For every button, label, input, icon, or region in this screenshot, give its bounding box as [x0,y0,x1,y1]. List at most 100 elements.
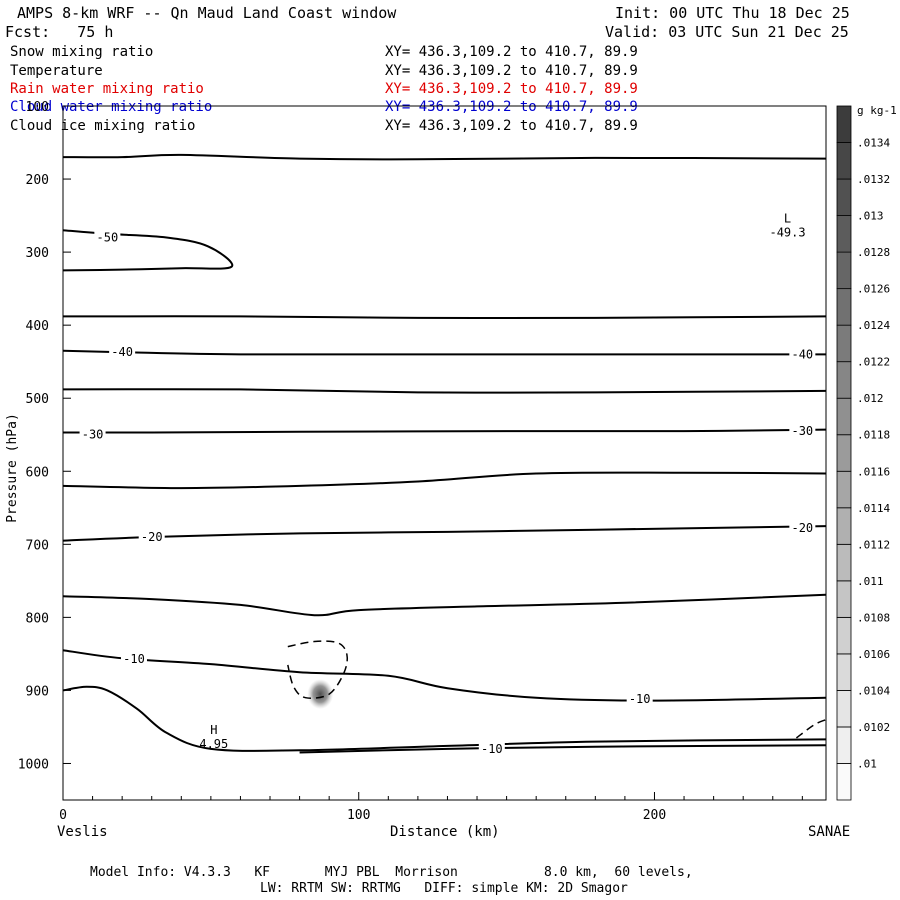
isotherm-line [62,593,827,617]
colorbar-swatch [836,288,852,326]
isotherm-line [62,229,234,272]
x-tick-label: 0 [59,808,67,823]
colorbar-label: .0108 [857,611,890,624]
contour-label: -10 [629,692,651,706]
y-tick-label: 300 [26,246,49,261]
x-endpoint-left: Veslis [57,824,108,840]
forecast-hour: Fcst: 75 h [5,23,114,41]
colorbar-swatch [836,324,852,363]
contour-label: -40 [111,345,133,359]
colorbar-swatch [836,142,852,180]
valid-time: Valid: 03 UTC Sun 21 Dec 25 [605,23,849,41]
field-xy: XY= 436.3,109.2 to 410.7, 89.9 [385,63,638,79]
colorbar-swatch [836,763,852,801]
field-name: Cloud water mixing ratio [10,99,213,115]
contour-label-bg [79,427,106,441]
colorbar-label: .0134 [857,137,890,150]
extremum-marker: H [210,723,217,737]
field-name: Temperature [10,63,103,79]
isotherm-line [62,388,827,394]
colorbar-label: .0122 [857,356,890,369]
chart-title: AMPS 8-km WRF -- Qn Maud Land Coast wind… [17,4,397,22]
colorbar-swatch [836,251,852,290]
contour-label: -20 [141,530,163,544]
contour-label-bg [789,424,816,438]
isotherm-line [62,153,827,161]
colorbar-label: .0106 [857,648,890,661]
colorbar-label: .0102 [857,721,890,734]
colorbar-swatch [836,434,852,472]
isotherm-line [62,649,827,702]
dashed-contour [795,718,827,739]
y-tick-label: 100 [26,100,49,115]
field-name: Cloud ice mixing ratio [10,118,196,134]
field-xy: XY= 436.3,109.2 to 410.7, 89.9 [385,44,638,60]
contour-label: -10 [123,652,145,666]
model-info-line-2: LW: RRTM SW: RRTMG DIFF: simple KM: 2D S… [260,881,628,896]
colorbar-label: .0116 [857,465,890,478]
colorbar-swatch [836,215,852,253]
contour-label-bg [789,347,816,361]
y-tick-label: 900 [26,684,49,699]
colorbar-label: .0128 [857,246,890,259]
colorbar-swatch [836,690,852,728]
contour-label: -20 [791,521,813,535]
colorbar-label: .011 [857,575,884,588]
isotherm-line [62,315,827,320]
field-xy: XY= 436.3,109.2 to 410.7, 89.9 [385,99,638,115]
colorbar-label: .013 [857,210,884,223]
colorbar-label: .01 [857,757,877,770]
y-tick-label: 700 [26,538,49,553]
colorbar-swatch [836,543,852,582]
isotherm-line [62,428,827,434]
contour-label-bg [138,530,165,544]
x-tick-label: 100 [347,808,370,823]
extremum-value: 4.95 [199,737,228,751]
colorbar-swatch [836,580,852,618]
field-xy: XY= 436.3,109.2 to 410.7, 89.9 [385,81,638,97]
dashed-contour [287,640,349,699]
contour-label: -50 [97,230,119,244]
colorbar-label: .0112 [857,538,890,551]
colorbar-swatch [836,361,852,399]
contour-label-bg [94,230,121,244]
init-time: Init: 00 UTC Thu 18 Dec 25 [615,4,850,22]
contour-label-bg [120,652,147,666]
contour-label-bg [789,521,816,535]
colorbar-swatch [836,507,852,545]
isotherm-line [62,525,827,542]
colorbar-swatch [836,105,852,143]
extremum-value: -49.3 [769,226,805,240]
colorbar-swatch [836,726,852,764]
extremum-marker: L [784,212,791,226]
y-tick-label: 600 [26,465,49,480]
colorbar-swatch [836,616,852,655]
y-tick-label: 400 [26,319,49,334]
colorbar-swatch [836,178,852,216]
isotherm-line [62,471,827,490]
y-tick-label: 800 [26,611,49,626]
shaded-mixing-ratio-blob [307,679,334,710]
y-tick-label: 200 [26,173,49,188]
field-xy: XY= 436.3,109.2 to 410.7, 89.9 [385,118,638,134]
colorbar-unit: g kg-1 [857,104,897,117]
contour-label: -10 [481,742,503,756]
colorbar-label: .0114 [857,502,890,515]
contour-label: -30 [791,424,813,438]
y-tick-label: 500 [26,392,49,407]
colorbar-swatch [836,470,852,509]
colorbar-swatch [836,653,852,691]
contour-label: -40 [791,347,813,361]
colorbar-swatch [836,397,852,436]
isotherm-line [62,685,827,752]
colorbar-label: .012 [857,392,884,405]
isotherm-line [62,349,826,356]
x-endpoint-right: SANAE [808,824,851,840]
field-name: Snow mixing ratio [10,44,154,60]
contour-label-bg [109,345,136,359]
model-info-line-1: Model Info: V4.3.3 KF MYJ PBL Morrison 8… [90,865,693,880]
contour-label-bg [478,741,505,755]
x-axis-title: Distance (km) [390,824,500,840]
field-name: Rain water mixing ratio [10,81,204,97]
